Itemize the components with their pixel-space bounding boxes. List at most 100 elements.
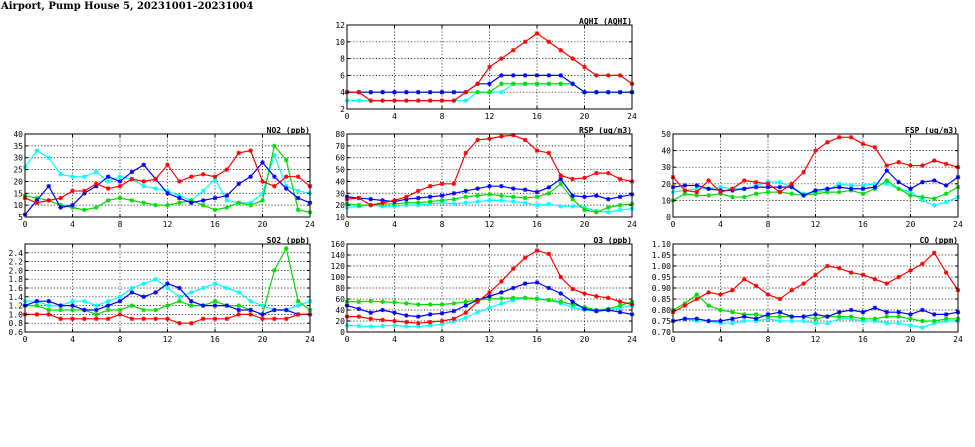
data-point bbox=[34, 312, 40, 317]
data-point bbox=[46, 307, 51, 313]
data-point bbox=[718, 318, 723, 324]
data-point bbox=[141, 200, 146, 205]
series-3 bbox=[22, 148, 313, 205]
data-point bbox=[295, 207, 301, 213]
y-tick-label: 20 bbox=[661, 180, 671, 189]
data-point bbox=[236, 200, 241, 205]
data-point bbox=[380, 90, 385, 95]
data-point bbox=[58, 307, 63, 313]
x-tick-label: 8 bbox=[118, 335, 123, 344]
data-point bbox=[117, 307, 123, 313]
data-point bbox=[896, 160, 901, 165]
data-point bbox=[46, 198, 51, 203]
x-tick-label: 24 bbox=[305, 220, 315, 229]
data-point bbox=[70, 299, 75, 304]
y-tick-label: 1.10 bbox=[652, 240, 671, 249]
data-point bbox=[368, 324, 373, 329]
data-point bbox=[558, 299, 563, 304]
data-point bbox=[141, 162, 146, 168]
data-point bbox=[153, 307, 158, 313]
data-point bbox=[272, 183, 277, 189]
data-point bbox=[82, 174, 87, 179]
data-point bbox=[848, 270, 854, 275]
data-point bbox=[416, 195, 421, 201]
data-point bbox=[813, 188, 818, 193]
data-point bbox=[753, 312, 759, 317]
co-chart-svg: CO (ppm) 0 4 8 12 16 20 24 0.70 0.75 0.80 0.85 0.90… bbox=[652, 236, 963, 344]
data-point bbox=[908, 312, 913, 317]
x-tick-label: 4 bbox=[718, 220, 723, 229]
y-tick-label: 6 bbox=[340, 71, 345, 80]
data-point bbox=[248, 148, 253, 153]
x-tick-label: 16 bbox=[532, 112, 542, 121]
data-point bbox=[46, 312, 51, 317]
data-point bbox=[427, 183, 433, 189]
data-point bbox=[943, 312, 949, 317]
fsp-chart: FSP (ug/m3) 0 4 8 12 16 20 24 0 10 20 30 40 50 bbox=[640, 125, 975, 235]
y-tick-label: 10 bbox=[13, 201, 23, 210]
data-point bbox=[499, 134, 504, 139]
chart-title: CO (ppm) bbox=[919, 236, 958, 245]
data-point bbox=[200, 188, 206, 194]
data-point bbox=[141, 183, 146, 189]
data-point bbox=[908, 163, 913, 168]
data-point bbox=[475, 199, 480, 204]
data-point bbox=[860, 316, 866, 321]
data-point bbox=[284, 186, 289, 191]
data-point bbox=[499, 183, 504, 189]
data-point bbox=[200, 198, 206, 203]
data-point bbox=[487, 192, 492, 197]
x-tick-label: 8 bbox=[440, 220, 445, 229]
x-tick-label: 24 bbox=[627, 220, 637, 229]
data-point bbox=[380, 307, 385, 313]
data-point bbox=[439, 198, 445, 203]
data-point bbox=[511, 199, 516, 204]
data-point bbox=[46, 303, 51, 308]
data-point bbox=[837, 266, 842, 271]
y-tick-label: 60 bbox=[335, 295, 345, 304]
data-point bbox=[558, 176, 563, 182]
x-tick-label: 16 bbox=[210, 335, 220, 344]
data-point bbox=[177, 321, 182, 326]
data-point bbox=[872, 305, 878, 310]
data-point bbox=[165, 281, 170, 286]
y-tick-label: 80 bbox=[335, 284, 345, 293]
x-tick-label: 20 bbox=[906, 220, 916, 229]
data-point bbox=[617, 202, 623, 208]
y-tick-label: 40 bbox=[13, 130, 23, 139]
data-point bbox=[813, 316, 818, 321]
data-point bbox=[522, 73, 528, 78]
data-point bbox=[475, 299, 480, 304]
data-point bbox=[260, 160, 265, 165]
data-point bbox=[212, 195, 218, 201]
data-point bbox=[742, 277, 747, 282]
data-point bbox=[594, 210, 599, 215]
data-point bbox=[295, 188, 301, 194]
data-point bbox=[177, 195, 182, 201]
data-point bbox=[860, 141, 866, 147]
data-point bbox=[34, 299, 40, 304]
data-point bbox=[522, 39, 528, 44]
data-point bbox=[558, 48, 563, 53]
data-point bbox=[570, 286, 575, 292]
data-point bbox=[212, 174, 218, 179]
data-point bbox=[70, 303, 75, 308]
data-point bbox=[594, 73, 599, 78]
data-point bbox=[742, 178, 747, 183]
data-point bbox=[511, 295, 516, 301]
data-point bbox=[58, 205, 63, 210]
data-point bbox=[177, 294, 182, 299]
series-3 bbox=[670, 135, 961, 195]
y-tick-label: 20 bbox=[13, 177, 23, 186]
data-point bbox=[582, 207, 587, 213]
y-tick-label: 1.2 bbox=[9, 302, 24, 311]
data-point bbox=[368, 310, 373, 315]
data-point bbox=[236, 290, 241, 295]
data-point bbox=[499, 296, 504, 301]
data-point bbox=[129, 290, 135, 295]
data-point bbox=[499, 73, 504, 78]
data-point bbox=[682, 188, 688, 193]
data-point bbox=[884, 168, 889, 173]
data-point bbox=[82, 307, 87, 313]
data-point bbox=[129, 169, 135, 175]
